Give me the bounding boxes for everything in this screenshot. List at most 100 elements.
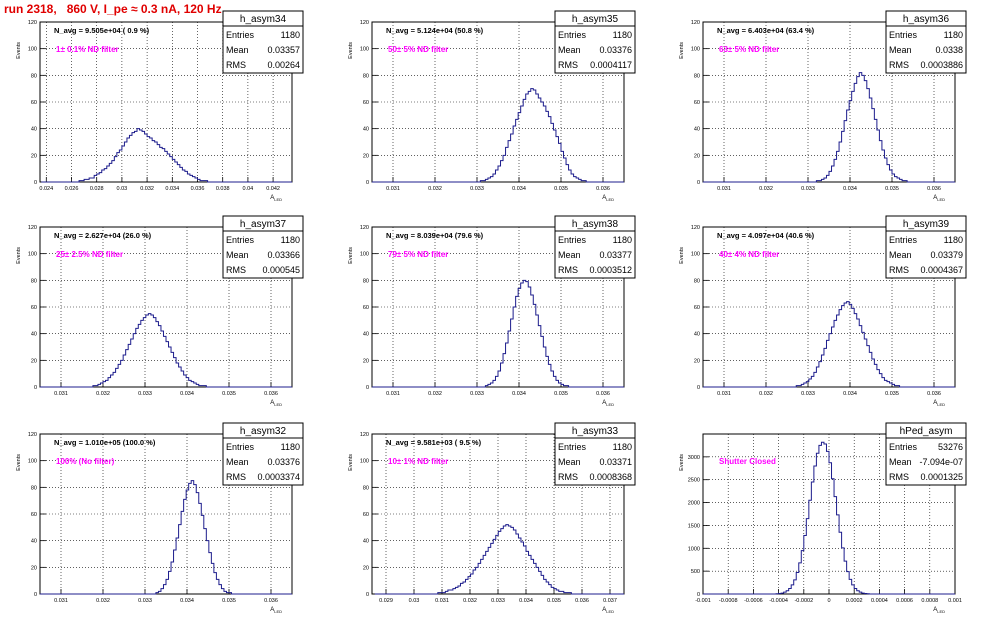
y-tick-label: 120 (360, 432, 369, 438)
x-tick-label: 0.035 (885, 391, 899, 397)
histogram-line (40, 480, 292, 595)
x-axis-label-subscript: LED (937, 197, 945, 202)
x-tick-label: 0.034 (180, 391, 194, 397)
x-tick-label: 0.031 (386, 391, 400, 397)
y-tick-label: 80 (31, 73, 37, 79)
stats-value: 1180 (944, 235, 963, 245)
stats-value: 0.03379 (930, 250, 963, 260)
x-tick-label: 0.034 (512, 391, 526, 397)
stats-label: Mean (889, 45, 912, 55)
x-tick-label: 0.0004 (871, 598, 888, 604)
y-tick-label: 100 (360, 252, 369, 258)
y-axis-label: Events (679, 42, 685, 59)
y-tick-label: 20 (31, 358, 37, 364)
filter-annotation: 100% (No filter) (56, 457, 115, 466)
stats-label: Mean (226, 45, 249, 55)
x-tick-label: 0.035 (885, 186, 899, 192)
y-tick-label: 40 (31, 127, 37, 133)
x-axis-label-subscript: LED (937, 402, 945, 407)
stats-label: RMS (889, 60, 909, 70)
y-tick-label: 60 (31, 100, 37, 106)
stats-value: 0.0004367 (920, 265, 963, 275)
histogram-panel-h_asym39: 0 20 40 60 80 100 120 0.031 0.032 0.033 0.034 0.035… (679, 215, 967, 407)
stats-value: 1180 (281, 235, 300, 245)
y-tick-label: 0 (366, 385, 369, 391)
x-tick-label: 0.032 (428, 391, 442, 397)
x-tick-label: 0.026 (65, 186, 79, 192)
y-tick-label: 0 (366, 180, 369, 186)
x-tick-label: 0.033 (138, 598, 152, 604)
stats-value: 0.000545 (262, 265, 300, 275)
stats-value: 0.00264 (267, 60, 300, 70)
y-tick-label: 100 (28, 252, 37, 258)
y-tick-label: 60 (31, 305, 37, 311)
y-tick-label: 60 (363, 100, 369, 106)
x-tick-label: 0.035 (222, 391, 236, 397)
x-tick-label: 0.033 (491, 598, 505, 604)
x-tick-label: 0.033 (470, 391, 484, 397)
x-axis-label-subscript: LED (937, 609, 945, 614)
stats-label: Entries (889, 442, 918, 452)
y-tick-label: 40 (694, 332, 700, 338)
x-axis-label: ALED (602, 400, 614, 407)
y-axis-label: Events (16, 454, 22, 471)
y-tick-label: 0 (697, 385, 700, 391)
stats-value: 0.03376 (267, 457, 300, 467)
y-tick-label: 2000 (688, 501, 700, 507)
x-tick-label: 0.033 (138, 391, 152, 397)
x-tick-label: 0.031 (54, 598, 68, 604)
x-tick-label: 0.03 (117, 186, 128, 192)
stats-value: 0.03377 (599, 250, 632, 260)
x-axis-label: ALED (602, 195, 614, 202)
y-tick-label: 80 (363, 485, 369, 491)
x-tick-label: 0.033 (801, 391, 815, 397)
stats-label: Mean (558, 457, 581, 467)
y-tick-label: 0 (34, 592, 37, 598)
stats-label: Mean (226, 457, 249, 467)
stats-value: 0.0004117 (590, 60, 632, 70)
stats-box (222, 10, 304, 74)
y-tick-label: 80 (694, 278, 700, 284)
y-tick-label: 0 (34, 180, 37, 186)
histogram-line (374, 524, 624, 595)
stats-box (554, 215, 636, 279)
y-tick-label: 100 (691, 47, 700, 53)
histogram-title: h_asym38 (572, 219, 619, 230)
x-tick-label: 0.032 (428, 186, 442, 192)
y-tick-label: 20 (363, 565, 369, 571)
x-tick-label: 0.032 (96, 391, 110, 397)
y-tick-label: 100 (28, 47, 37, 53)
x-tick-label: -0.0004 (769, 598, 788, 604)
stats-label: RMS (889, 472, 909, 482)
x-tick-label: 0.031 (717, 391, 731, 397)
navg-label: N_avg = 1.010e+05 (100.0 %) (54, 438, 156, 447)
x-tick-label: 0.032 (759, 186, 773, 192)
stats-label: RMS (226, 60, 246, 70)
x-tick-label: 0.036 (264, 391, 278, 397)
stats-value: 0.03371 (599, 457, 632, 467)
x-tick-label: 0.036 (596, 391, 610, 397)
x-tick-label: 0.035 (222, 598, 236, 604)
x-axis-label-subscript: LED (274, 402, 282, 407)
y-tick-label: 80 (694, 73, 700, 79)
y-tick-label: 80 (363, 73, 369, 79)
y-axis-label: Events (348, 454, 354, 471)
y-tick-label: 20 (31, 565, 37, 571)
stats-value: 1180 (613, 235, 632, 245)
histogram-line (41, 128, 292, 183)
stats-value: 0.0008368 (589, 472, 632, 482)
navg-label: N_avg = 2.627e+04 (26.0 %) (54, 231, 152, 240)
stats-label: Entries (226, 235, 255, 245)
y-tick-label: 100 (691, 252, 700, 258)
stats-value: 0.03376 (599, 45, 632, 55)
page-title: run 2318, 860 V, I_pe ≈ 0.3 nA, 120 Hz (4, 2, 222, 16)
stats-value: 0.0003886 (920, 60, 963, 70)
y-tick-label: 120 (28, 20, 37, 26)
y-tick-label: 120 (28, 432, 37, 438)
x-tick-label: -0.0006 (744, 598, 763, 604)
stats-box (222, 215, 304, 279)
x-tick-label: 0.035 (554, 391, 568, 397)
x-tick-label: -0.001 (695, 598, 711, 604)
histogram-title: h_asym33 (572, 426, 619, 437)
